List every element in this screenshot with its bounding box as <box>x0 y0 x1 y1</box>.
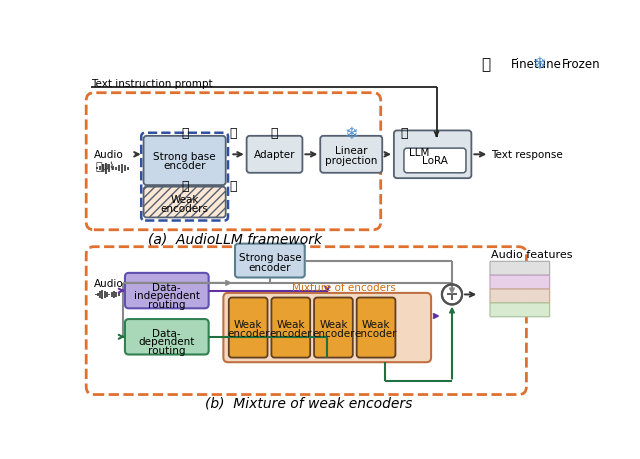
Text: Audio: Audio <box>94 278 124 288</box>
FancyBboxPatch shape <box>394 131 472 179</box>
Text: encoders: encoders <box>161 204 209 214</box>
Text: Mixture of encoders: Mixture of encoders <box>292 282 396 292</box>
FancyBboxPatch shape <box>125 319 209 355</box>
FancyBboxPatch shape <box>356 298 396 358</box>
Text: 🔥: 🔥 <box>181 179 188 192</box>
Text: routing: routing <box>148 299 186 309</box>
Text: 🔥: 🔥 <box>229 179 236 192</box>
Text: encoder: encoder <box>248 262 291 272</box>
Text: Weak: Weak <box>276 319 305 329</box>
Text: encoder: encoder <box>227 328 269 338</box>
FancyBboxPatch shape <box>143 136 226 186</box>
Text: Strong base: Strong base <box>154 151 216 162</box>
Text: (a)  AudioLLM framework: (a) AudioLLM framework <box>148 233 322 246</box>
Text: Text instruction prompt: Text instruction prompt <box>91 78 212 89</box>
Text: independent: independent <box>134 291 200 301</box>
Text: encoder: encoder <box>355 328 397 338</box>
Text: (b)  Mixture of weak encoders: (b) Mixture of weak encoders <box>205 395 412 409</box>
Text: Audio: Audio <box>94 150 124 160</box>
Text: 🔥: 🔥 <box>181 127 188 140</box>
Text: encoder: encoder <box>163 161 206 171</box>
Text: ❄: ❄ <box>532 56 547 73</box>
Text: encoder: encoder <box>312 328 355 338</box>
Text: Weak: Weak <box>234 319 262 329</box>
Text: Weak: Weak <box>362 319 390 329</box>
Text: 🔥: 🔥 <box>271 127 278 140</box>
FancyBboxPatch shape <box>235 244 305 278</box>
FancyBboxPatch shape <box>143 187 226 218</box>
FancyBboxPatch shape <box>490 290 550 303</box>
Text: Weak: Weak <box>319 319 348 329</box>
FancyBboxPatch shape <box>490 262 550 275</box>
Text: Text response: Text response <box>491 150 563 160</box>
FancyBboxPatch shape <box>271 298 310 358</box>
FancyBboxPatch shape <box>404 149 466 174</box>
FancyBboxPatch shape <box>229 298 268 358</box>
FancyBboxPatch shape <box>490 303 550 317</box>
Text: routing: routing <box>148 345 186 355</box>
FancyBboxPatch shape <box>490 275 550 290</box>
Text: projection: projection <box>325 155 378 165</box>
Text: Data-: Data- <box>152 282 181 292</box>
Text: Adapter: Adapter <box>254 150 295 160</box>
FancyBboxPatch shape <box>320 136 382 174</box>
Text: 🔥: 🔥 <box>229 127 236 140</box>
Text: Weak: Weak <box>170 195 199 205</box>
Text: encoder: encoder <box>269 328 312 338</box>
Text: 🔥: 🔥 <box>400 127 408 140</box>
FancyBboxPatch shape <box>125 273 209 308</box>
Text: dependent: dependent <box>139 337 195 347</box>
FancyBboxPatch shape <box>314 298 353 358</box>
Text: Linear: Linear <box>335 146 367 156</box>
Text: 🔥: 🔥 <box>481 57 491 72</box>
Text: Frozen: Frozen <box>562 58 601 71</box>
Text: Finetune: Finetune <box>511 58 562 71</box>
Text: Audio features: Audio features <box>491 250 572 260</box>
Text: LLM: LLM <box>410 148 429 157</box>
FancyBboxPatch shape <box>223 293 431 363</box>
Text: Strong base: Strong base <box>239 253 301 263</box>
Text: Data-: Data- <box>152 328 181 338</box>
Text: LoRA: LoRA <box>422 156 448 166</box>
Text: 𝄫ψ⌇: 𝄫ψ⌇ <box>95 161 115 172</box>
FancyBboxPatch shape <box>246 136 303 174</box>
Text: ❄: ❄ <box>344 124 358 142</box>
